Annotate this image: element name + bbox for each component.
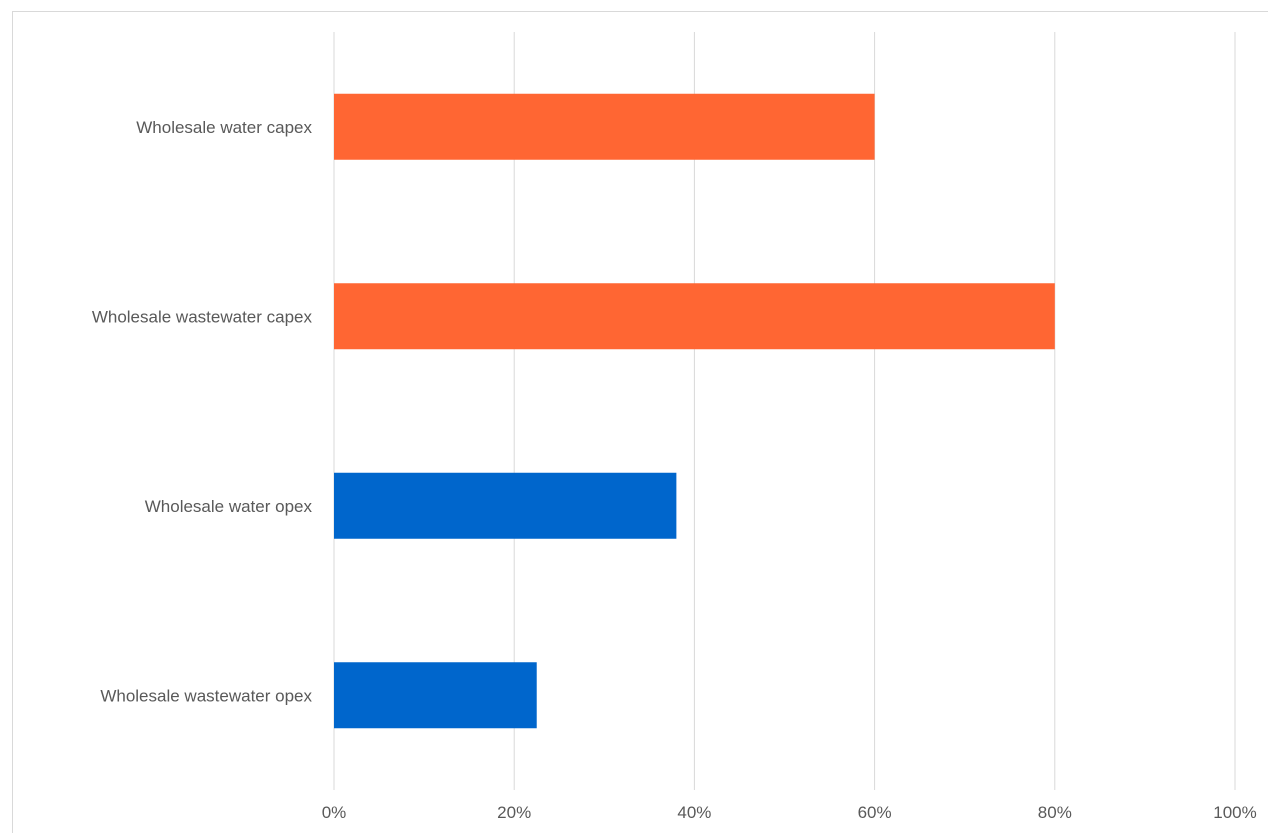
x-tick-label: 60% [858, 803, 892, 822]
x-axis-ticks: 0% 20% 40% 60% 80% 100% [322, 803, 1257, 822]
x-tick-label: 20% [497, 803, 531, 822]
bar [334, 662, 537, 729]
chart-frame [12, 11, 1268, 833]
category-label: Wholesale water opex [145, 497, 313, 516]
bar [334, 472, 677, 539]
y-axis-categories: Wholesale water capex Wholesale wastewate… [92, 118, 313, 706]
category-label: Wholesale wastewater opex [100, 686, 312, 705]
x-tick-label: 100% [1213, 803, 1256, 822]
x-tick-label: 40% [677, 803, 711, 822]
x-tick-label: 0% [322, 803, 347, 822]
x-tick-label: 80% [1038, 803, 1072, 822]
bar [334, 93, 875, 160]
category-label: Wholesale water capex [136, 118, 312, 137]
bars [334, 93, 1055, 729]
category-label: Wholesale wastewater capex [92, 307, 313, 326]
bar [334, 283, 1055, 350]
